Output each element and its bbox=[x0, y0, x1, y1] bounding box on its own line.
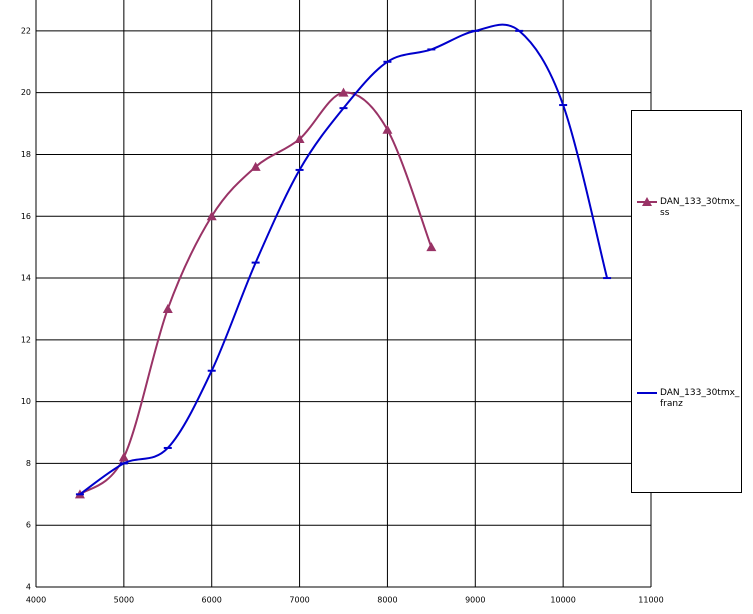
marker bbox=[162, 303, 173, 313]
y-tick-label: 16 bbox=[21, 212, 31, 221]
y-tick-label: 4 bbox=[26, 583, 31, 592]
y-tick-label: 18 bbox=[21, 150, 31, 159]
y-tick-label: 14 bbox=[21, 274, 31, 283]
marker bbox=[338, 87, 349, 97]
x-tick-label: 6000 bbox=[202, 596, 222, 605]
x-tick-label: 4000 bbox=[26, 596, 46, 605]
marker bbox=[118, 452, 129, 462]
y-tick-label: 6 bbox=[26, 521, 31, 530]
marker bbox=[294, 134, 305, 144]
y-tick-label: 8 bbox=[26, 459, 31, 468]
legend-label: DAN_133_30tmx_ss bbox=[660, 196, 740, 218]
x-tick-label: 10000 bbox=[550, 596, 575, 605]
legend-swatch bbox=[637, 196, 657, 206]
marker bbox=[642, 196, 652, 206]
marker bbox=[426, 242, 437, 252]
legend-label: DAN_133_30tmx_franz bbox=[660, 388, 740, 410]
x-tick-label: 11000 bbox=[638, 596, 663, 605]
y-tick-label: 20 bbox=[21, 88, 31, 97]
x-tick-label: 8000 bbox=[377, 596, 397, 605]
legend-item: DAN_133_30tmx_ss bbox=[636, 196, 740, 219]
legend: DAN_133_30tmx_ss DAN_133_30tmx_franz bbox=[631, 110, 742, 493]
legend-swatch bbox=[637, 392, 657, 395]
marker bbox=[382, 124, 393, 134]
series-line bbox=[79, 91, 433, 496]
x-tick-label: 9000 bbox=[465, 596, 485, 605]
x-tick-label: 7000 bbox=[289, 596, 309, 605]
marker bbox=[206, 211, 217, 221]
x-tick-label: 5000 bbox=[114, 596, 134, 605]
y-tick-label: 12 bbox=[21, 335, 31, 344]
legend-item: DAN_133_30tmx_franz bbox=[636, 388, 740, 410]
y-tick-label: 10 bbox=[21, 397, 31, 406]
y-tick-label: 22 bbox=[21, 26, 31, 35]
marker bbox=[250, 161, 261, 171]
